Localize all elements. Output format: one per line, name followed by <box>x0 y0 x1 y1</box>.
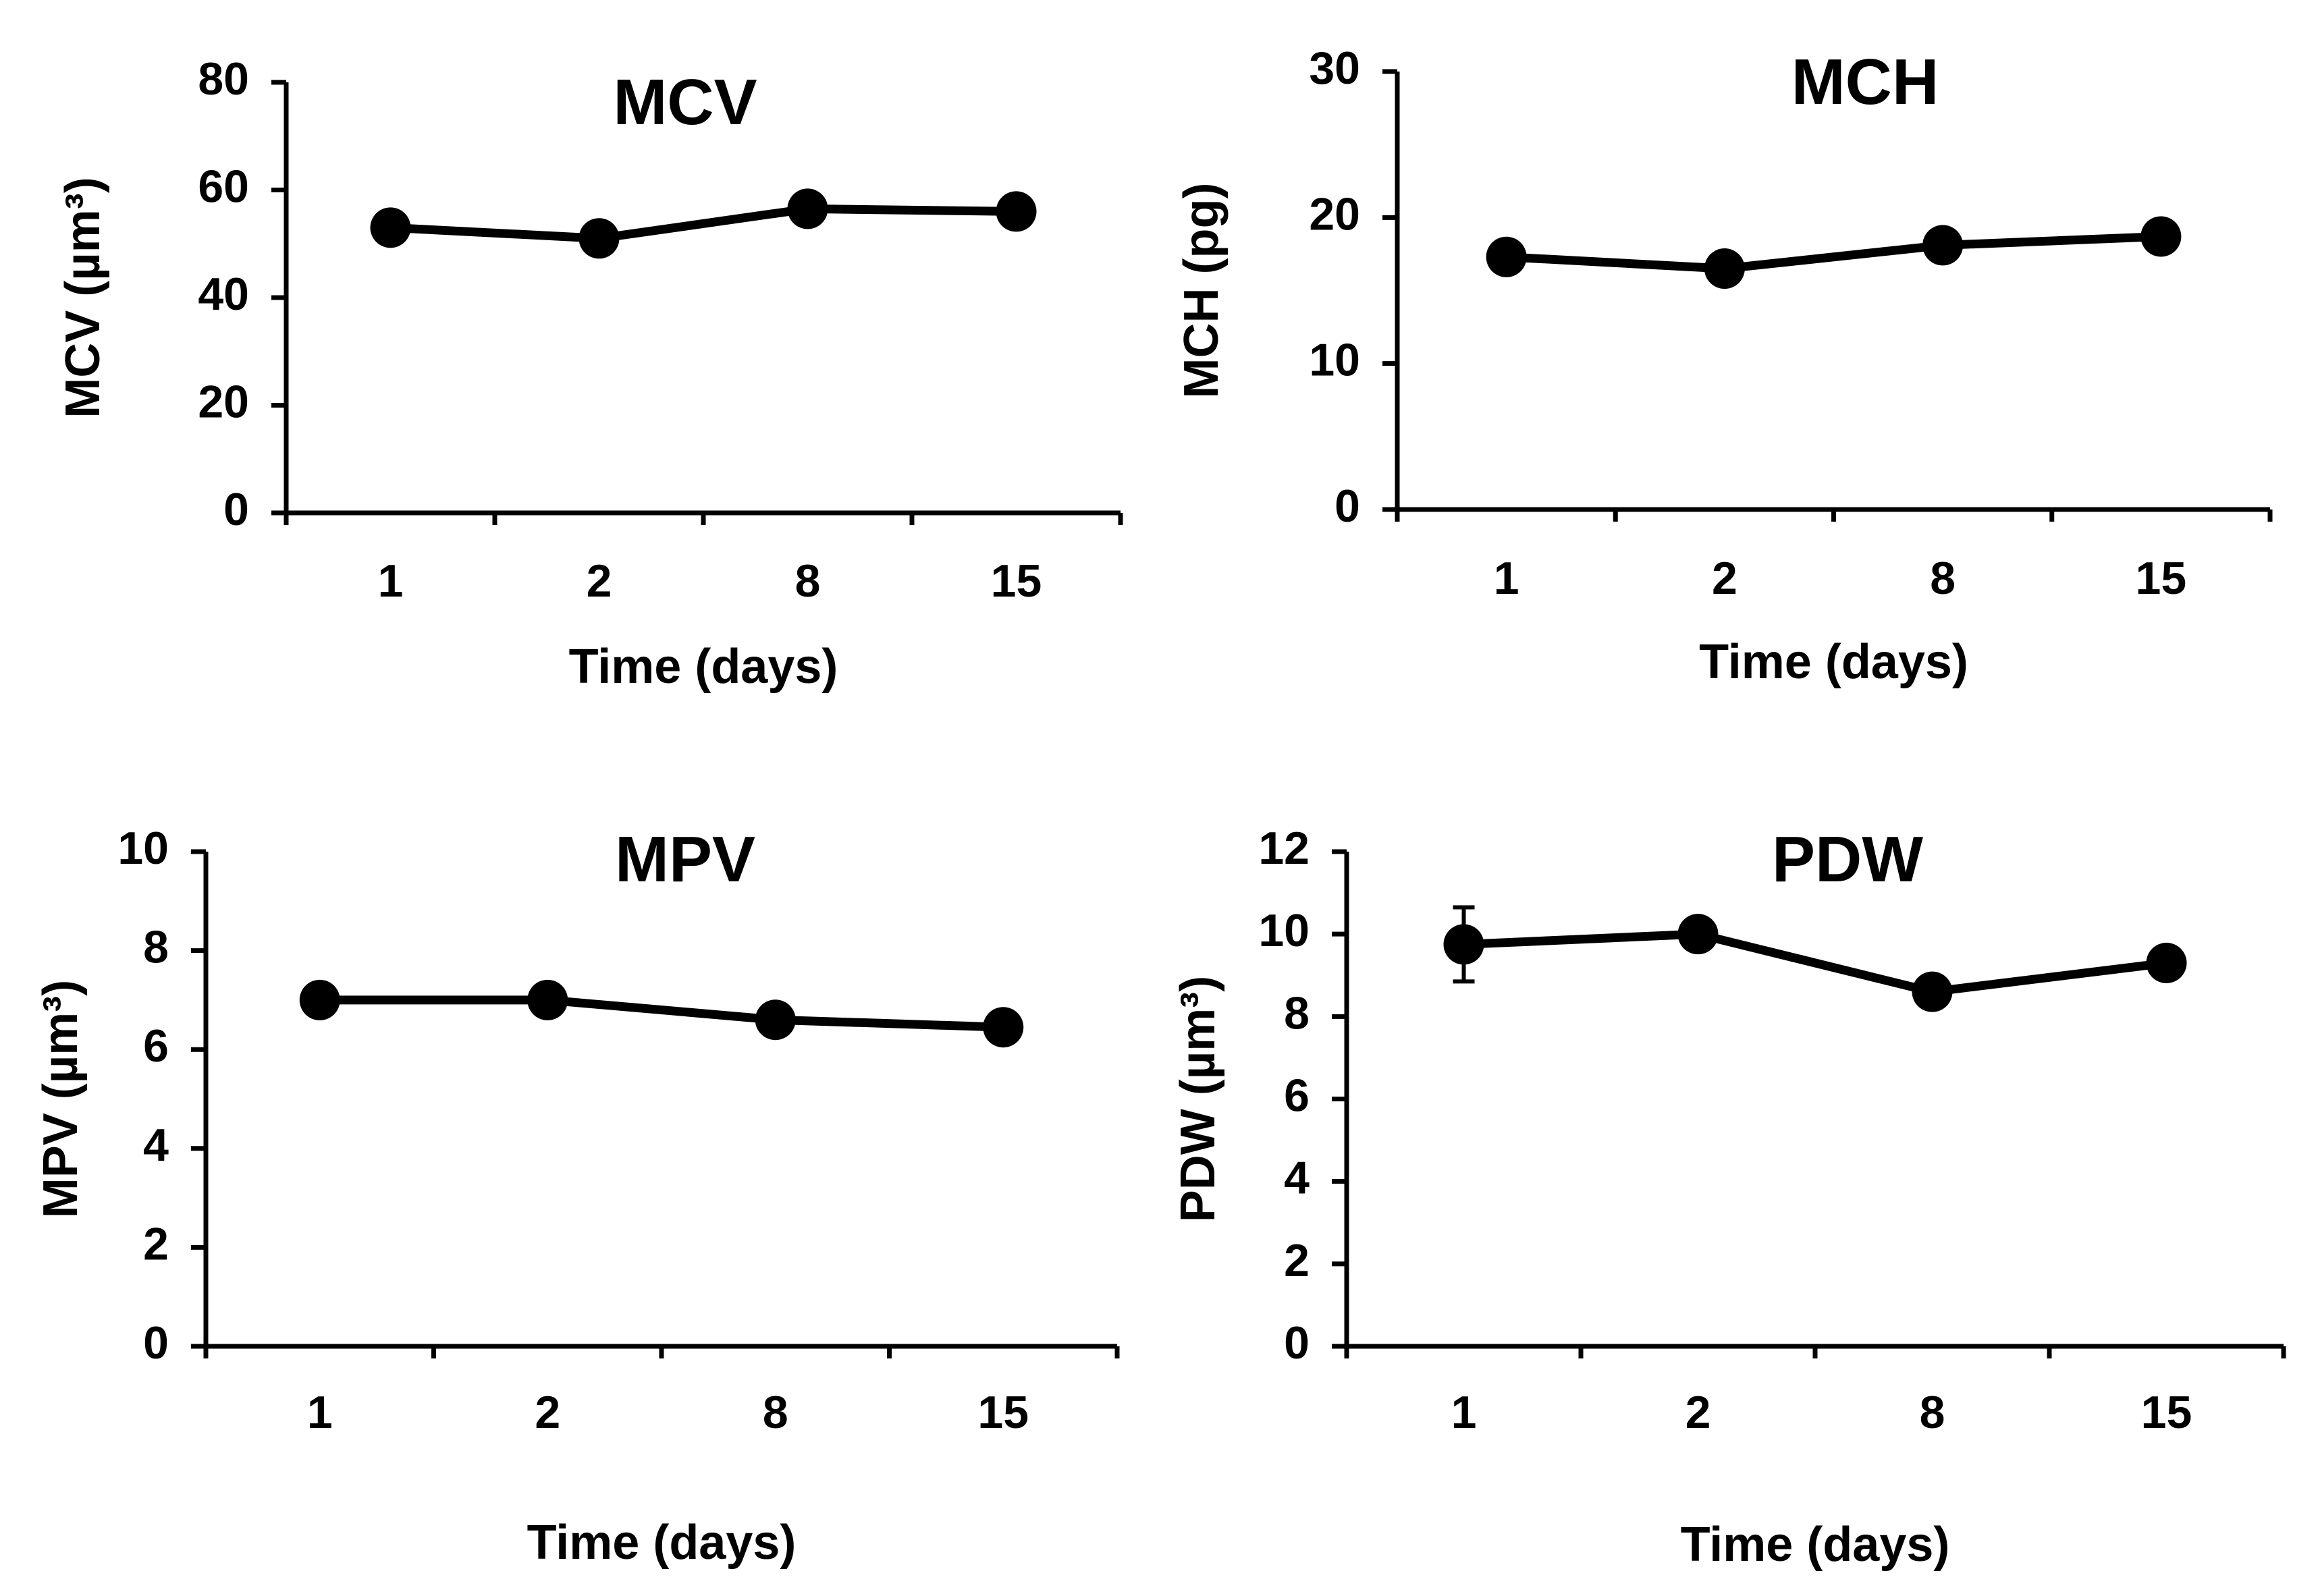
y-tick-label: 6 <box>1284 1070 1310 1121</box>
data-point <box>1486 236 1527 277</box>
y-axis-label: MCV (µm³) <box>56 177 110 418</box>
series-line <box>1463 929 2167 997</box>
y-tick-label: 40 <box>198 269 249 320</box>
x-tick-label: 8 <box>1930 553 1956 604</box>
y-tick-label: 0 <box>143 1317 169 1369</box>
y-axis-label: MPV (µm³) <box>34 980 88 1218</box>
data-point <box>1922 225 1964 266</box>
y-tick-label: 10 <box>117 823 169 874</box>
x-tick-label: 15 <box>2141 1387 2192 1438</box>
y-tick-label: 20 <box>1309 188 1360 240</box>
y-tick-label: 4 <box>143 1120 169 1171</box>
data-point <box>370 207 411 248</box>
data-point <box>1677 914 1719 955</box>
x-tick-label: 2 <box>1712 553 1737 604</box>
y-axis-label: PDW (µm³) <box>1171 976 1225 1222</box>
chart-title: MPV <box>615 823 755 896</box>
x-tick-label: 8 <box>763 1387 788 1438</box>
mcv-chart: MCV Time (days) MCV (µm³) 0 20 40 60 80 1 2 8 15 <box>56 53 1123 694</box>
x-axis-label: Time (days) <box>1699 635 1968 689</box>
y-tick-label: 10 <box>1309 335 1360 386</box>
y-tick-label: 8 <box>1284 987 1310 1039</box>
x-tick-label: 1 <box>378 555 404 607</box>
y-tick-label: 60 <box>198 161 249 212</box>
data-point <box>2140 216 2182 257</box>
y-tick-label: 2 <box>143 1218 169 1269</box>
data-point <box>1704 248 1745 290</box>
y-tick-label: 0 <box>1284 1317 1310 1369</box>
y-tick-label: 0 <box>223 484 249 535</box>
data-point <box>578 218 620 259</box>
y-tick-label: 80 <box>198 53 249 105</box>
chart-title: MCV <box>613 66 757 138</box>
x-tick-label: 8 <box>795 555 821 607</box>
data-point <box>1443 924 1484 965</box>
y-tick-label: 0 <box>1335 480 1360 532</box>
y-tick-label: 4 <box>1284 1153 1310 1204</box>
y-tick-label: 30 <box>1309 43 1360 94</box>
chart-title: MCH <box>1791 46 1939 118</box>
x-tick-label: 1 <box>1451 1387 1477 1438</box>
y-tick-label: 2 <box>1284 1235 1310 1286</box>
data-point <box>787 188 828 229</box>
y-axis-label: MCH (pg) <box>1175 183 1229 399</box>
data-point <box>527 979 568 1020</box>
x-tick-label: 1 <box>307 1387 333 1438</box>
data-point <box>1912 971 1953 1012</box>
data-point <box>755 999 796 1041</box>
x-tick-label: 15 <box>2136 553 2187 604</box>
y-tick-label: 20 <box>198 376 249 427</box>
x-tick-label: 15 <box>977 1387 1029 1438</box>
y-tick-label: 6 <box>143 1020 169 1072</box>
data-point <box>2146 942 2187 983</box>
x-tick-label: 2 <box>535 1387 560 1438</box>
mch-chart: MCH Time (days) MCH (pg) 0 10 20 30 1 2 8 15 <box>1175 43 2273 689</box>
data-point <box>299 979 340 1020</box>
series-line <box>319 995 1004 1032</box>
y-tick-label: 8 <box>143 922 169 973</box>
x-tick-label: 1 <box>1494 553 1519 604</box>
data-point <box>983 1007 1024 1048</box>
x-axis-label: Time (days) <box>569 640 838 694</box>
data-point <box>996 191 1037 232</box>
x-axis-label: Time (days) <box>527 1516 797 1570</box>
series-line <box>390 204 1017 243</box>
series-line <box>1506 231 2161 273</box>
x-tick-label: 8 <box>1920 1387 1945 1438</box>
chart-title: PDW <box>1772 823 1923 896</box>
y-tick-label: 10 <box>1258 905 1310 956</box>
x-tick-label: 2 <box>1686 1387 1711 1438</box>
x-tick-label: 15 <box>991 555 1042 607</box>
y-tick-label: 12 <box>1258 823 1310 874</box>
x-tick-label: 2 <box>587 555 612 607</box>
x-axis-label: Time (days) <box>1681 1518 1950 1572</box>
